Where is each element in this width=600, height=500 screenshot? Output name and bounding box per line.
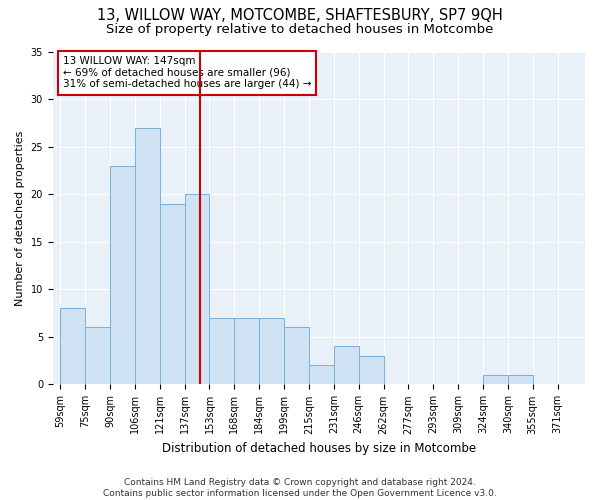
Bar (110, 166, 135, 384)
Bar (60, 308, 85, 384)
Bar (359, 356, 383, 384)
Bar (209, 318, 235, 384)
Text: 13, WILLOW WAY, MOTCOMBE, SHAFTESBURY, SP7 9QH: 13, WILLOW WAY, MOTCOMBE, SHAFTESBURY, S… (97, 8, 503, 22)
Bar (235, 318, 259, 384)
Bar (85, 328, 110, 384)
Bar (135, 128, 160, 384)
Bar (259, 318, 284, 384)
Y-axis label: Number of detached properties: Number of detached properties (15, 130, 25, 306)
Text: Contains HM Land Registry data © Crown copyright and database right 2024.
Contai: Contains HM Land Registry data © Crown c… (103, 478, 497, 498)
Bar (508, 375, 533, 384)
Text: 13 WILLOW WAY: 147sqm
← 69% of detached houses are smaller (96)
31% of semi-deta: 13 WILLOW WAY: 147sqm ← 69% of detached … (63, 56, 311, 90)
Text: Size of property relative to detached houses in Motcombe: Size of property relative to detached ho… (106, 22, 494, 36)
Bar (483, 375, 508, 384)
Bar (284, 328, 309, 384)
Bar (160, 204, 185, 384)
Bar (185, 194, 209, 384)
Bar (334, 346, 359, 385)
Bar (309, 366, 334, 384)
X-axis label: Distribution of detached houses by size in Motcombe: Distribution of detached houses by size … (162, 442, 476, 455)
